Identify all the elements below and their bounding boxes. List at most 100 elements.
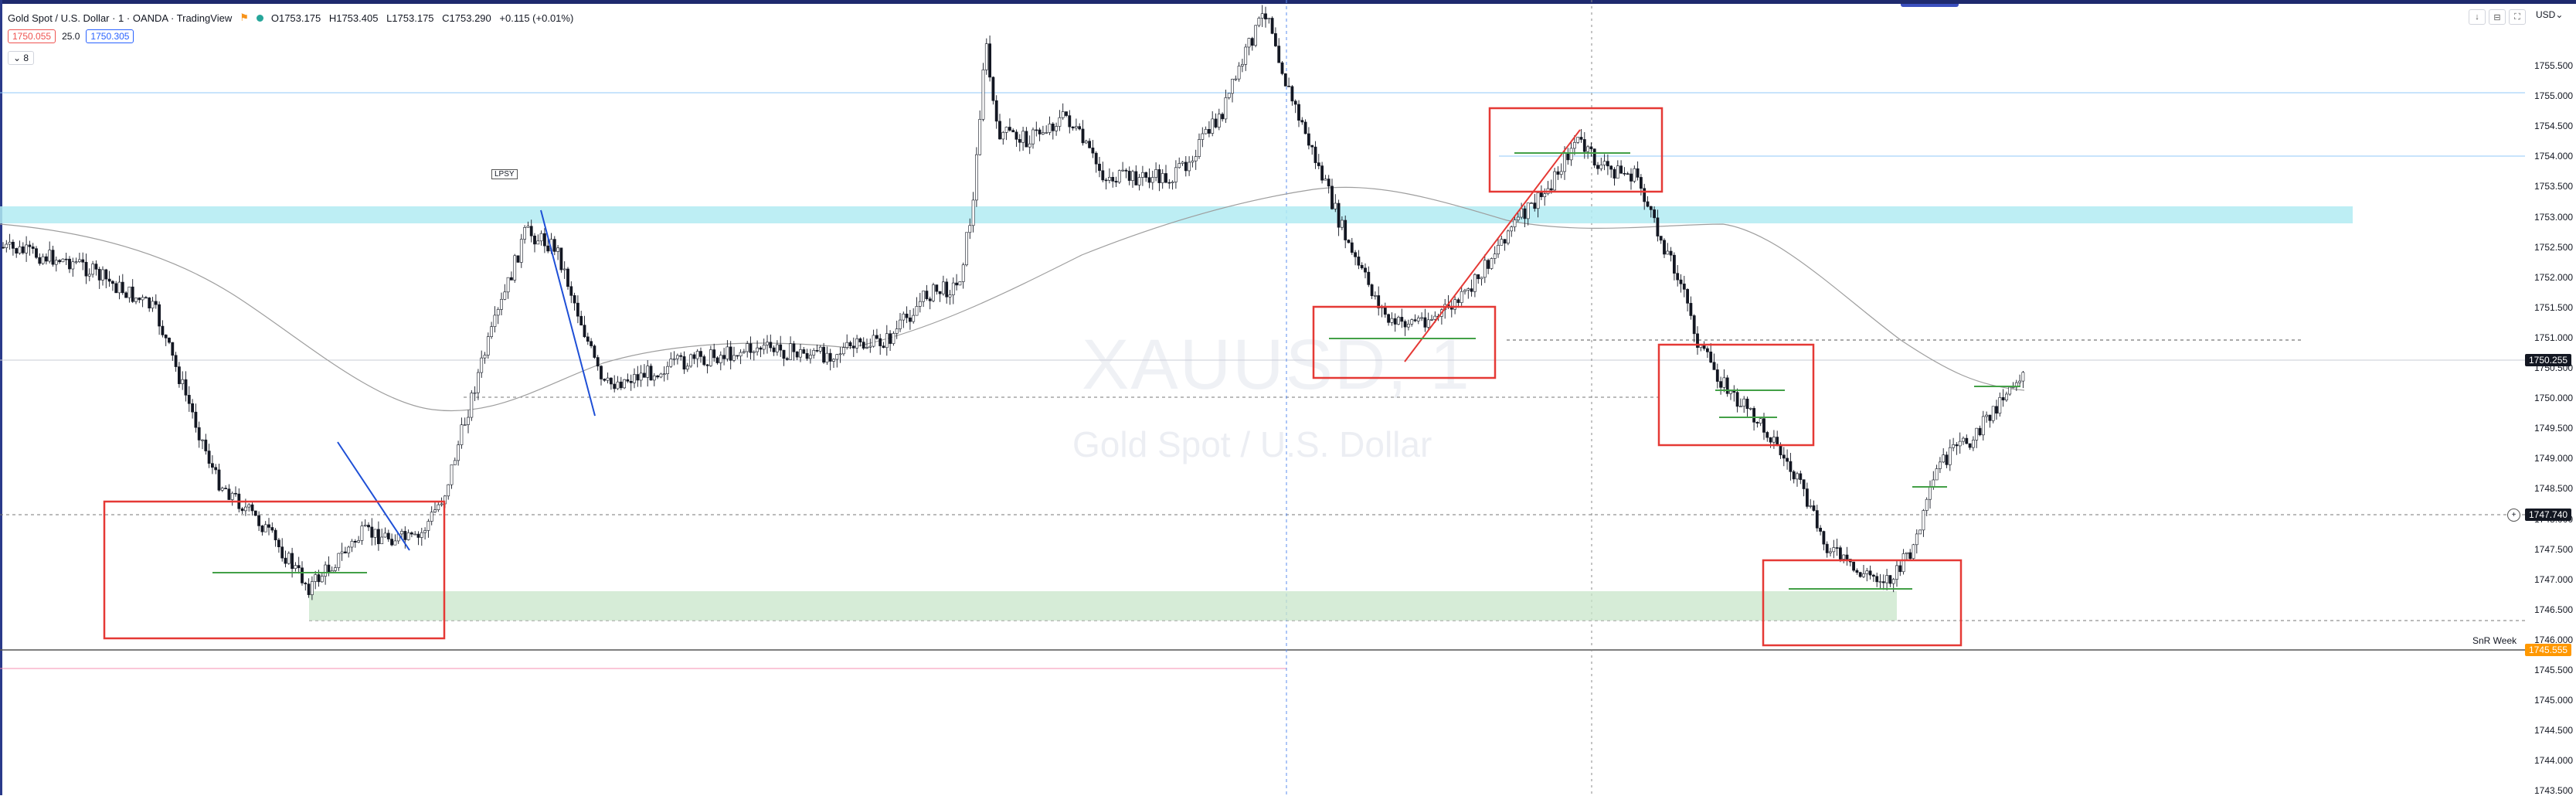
candle-body: [726, 346, 729, 359]
trend-line-red[interactable]: [1404, 129, 1581, 362]
candle-body: [1410, 319, 1414, 325]
candle-body: [1792, 471, 1796, 480]
range-box[interactable]: [1488, 107, 1664, 193]
flag-icon[interactable]: ⚑: [240, 12, 249, 23]
candle-body: [1117, 170, 1121, 183]
candle-body: [603, 379, 607, 381]
range-box[interactable]: [1657, 343, 1815, 447]
candle-body: [1303, 121, 1307, 134]
candle-body: [403, 531, 407, 540]
candle-body: [1835, 547, 1839, 549]
candle-body: [1988, 414, 1992, 421]
resistance-zone[interactable]: [0, 206, 2353, 223]
candle-body: [991, 77, 995, 101]
candle-body: [1520, 208, 1524, 218]
candle-body: [250, 504, 254, 512]
price-chart[interactable]: [0, 0, 2525, 795]
buy-price-button[interactable]: 1750.305: [86, 29, 134, 43]
range-box[interactable]: [1312, 305, 1497, 379]
candle-body: [54, 260, 58, 265]
candle-body: [1393, 318, 1397, 325]
currency-selector[interactable]: USD⌄: [2536, 9, 2564, 20]
candle-body: [1755, 422, 1759, 424]
candle-body: [762, 345, 766, 350]
candle-body: [712, 349, 716, 359]
candle-body: [111, 281, 114, 284]
candle-body: [1912, 544, 1915, 560]
top-bar: [0, 0, 2576, 4]
candle-body: [1247, 38, 1251, 48]
candle-body: [1114, 181, 1118, 183]
lpsy-label[interactable]: LPSY: [491, 169, 518, 179]
candle-body: [596, 357, 600, 367]
candle-body: [616, 381, 620, 389]
candle-body: [1619, 165, 1623, 174]
candle-body: [343, 551, 347, 553]
candle-body: [1061, 111, 1065, 118]
candlestick-series[interactable]: [2, 5, 2025, 600]
candle-body: [61, 258, 65, 263]
candle-body: [882, 345, 885, 349]
candle-body: [291, 553, 294, 570]
demand-zone[interactable]: [309, 591, 1897, 621]
candle-body: [649, 366, 653, 381]
arrow-down-icon[interactable]: ↓: [2469, 9, 2486, 25]
indicators-toggle-button[interactable]: ⌄ 8: [8, 51, 35, 65]
candle-body: [184, 379, 188, 396]
candle-body: [178, 366, 181, 384]
candle-body: [1656, 217, 1660, 236]
candle-body: [818, 346, 822, 352]
candle-body: [12, 241, 15, 249]
candle-body: [1031, 129, 1035, 145]
candle-body: [2001, 397, 2005, 400]
candle-body: [662, 373, 666, 375]
candle-body: [427, 521, 430, 531]
symbol-title[interactable]: Gold Spot / U.S. Dollar · 1 · OANDA · Tr…: [8, 12, 233, 24]
candle-body: [1048, 124, 1052, 133]
candle-body: [1035, 129, 1038, 131]
maximize-icon[interactable]: ⛶: [2509, 9, 2526, 25]
sell-price-button[interactable]: 1750.055: [8, 29, 56, 43]
candle-body: [121, 281, 124, 294]
candle-body: [1108, 177, 1111, 181]
candle-body: [1121, 169, 1125, 172]
candle-body: [28, 244, 32, 247]
axis-controls: ↓ ⊟ ⛶: [2469, 9, 2526, 25]
candle-body: [609, 377, 613, 385]
trend-line-blue-1[interactable]: [540, 209, 596, 417]
candle-body: [1008, 127, 1011, 131]
candle-body: [1503, 239, 1507, 244]
candle-body: [168, 338, 171, 343]
trend-line-blue-2[interactable]: [337, 441, 410, 551]
candle-body: [1317, 162, 1320, 166]
candle-body: [74, 261, 78, 263]
candle-body: [1270, 18, 1274, 34]
candle-body: [1367, 271, 1371, 285]
candle-body: [317, 574, 321, 583]
price-axis[interactable]: 1755.500 1755.000 1754.500 1754.000 1753.500…: [2527, 0, 2576, 796]
candle-body: [1014, 131, 1018, 140]
candle-body: [1626, 173, 1630, 175]
candle-body: [274, 529, 277, 541]
candle-body: [1759, 418, 1762, 424]
range-box[interactable]: [103, 500, 446, 640]
candle-body: [1908, 552, 1912, 560]
candle-body: [536, 240, 540, 245]
candle-body: [573, 295, 576, 304]
candle-body: [1842, 554, 1846, 560]
candle-body: [988, 43, 992, 78]
candle-body: [1260, 13, 1264, 19]
candle-body: [915, 306, 919, 316]
add-alert-icon[interactable]: +: [2507, 509, 2520, 522]
candle-body: [1885, 575, 1889, 583]
collapse-icon[interactable]: ⊟: [2489, 9, 2506, 25]
candle-body: [932, 284, 935, 301]
crosshair-price-badge: 1747.740: [2525, 509, 2572, 521]
candle-body: [652, 375, 656, 381]
candle-body: [1493, 253, 1497, 259]
range-box[interactable]: [1762, 559, 1963, 647]
candle-body: [1237, 66, 1241, 80]
candle-body: [799, 349, 802, 358]
candle-body: [1344, 219, 1347, 240]
candle-body: [1935, 468, 1939, 481]
